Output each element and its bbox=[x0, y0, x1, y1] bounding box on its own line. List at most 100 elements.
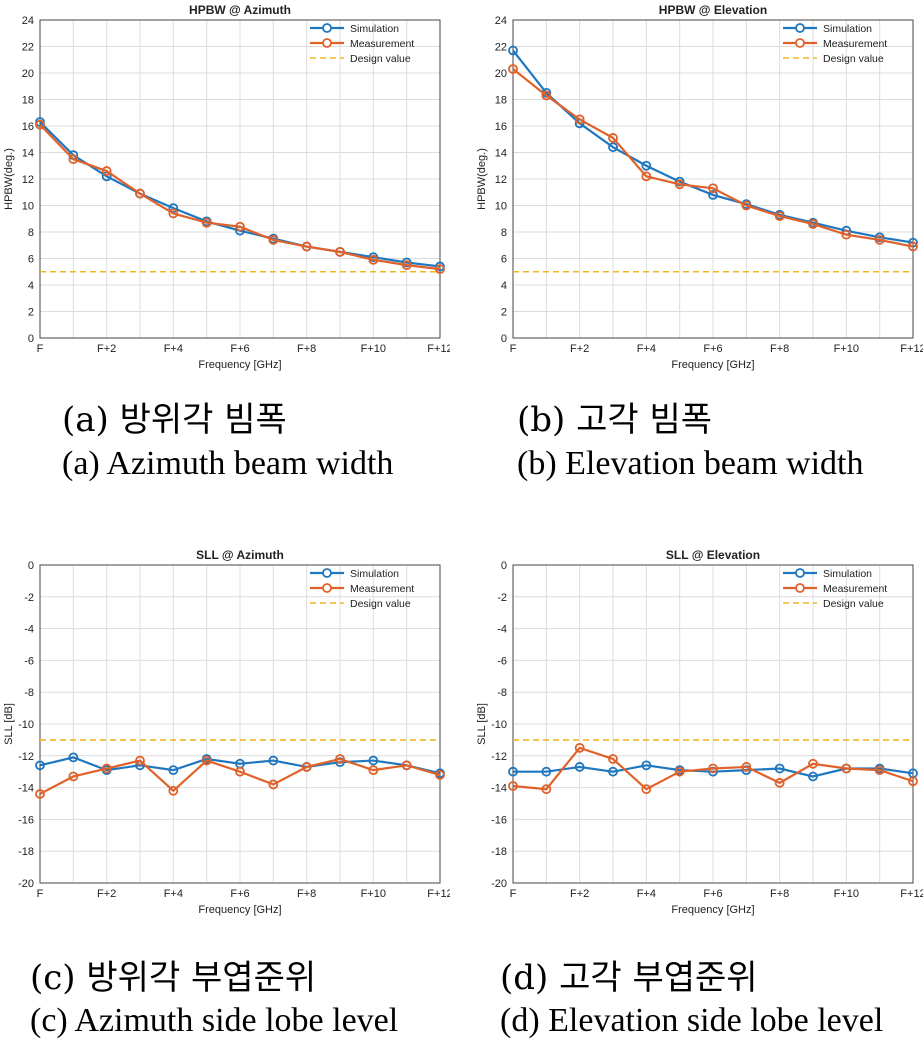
chart1-series-measurement-point bbox=[608, 133, 618, 143]
chart1-axes-frame bbox=[512, 19, 914, 339]
chart-hpbw-azimuth-panel: HPBW @ Azimuth 0 2 4 6 8 10 12 14 16 18 20 22 24 F F+2 F… bbox=[0, 0, 453, 380]
chart2-legend-measurement-label: Measurement bbox=[350, 583, 414, 595]
chart0-series-measurement-point bbox=[335, 246, 345, 257]
chart1-ytick-label: 2 bbox=[501, 307, 507, 319]
chart2-title: SLL @ Azimuth bbox=[196, 548, 284, 562]
chart3-xtick-label: F+12 bbox=[900, 888, 923, 900]
chart2-series-simulation-line bbox=[39, 756, 441, 775]
chart0-series-measurement-point bbox=[368, 254, 379, 265]
chart2-xtick-label: F+6 bbox=[230, 888, 249, 900]
chart1-legend-simulation-label: Simulation bbox=[823, 23, 872, 35]
chart2-legend-simulation-label: Simulation bbox=[350, 568, 399, 580]
chart0-xlabel: Frequency [GHz] bbox=[198, 359, 281, 371]
chart3-series-measurement-point bbox=[874, 765, 885, 776]
chart0-ytick-label: 8 bbox=[28, 227, 34, 239]
chart0-ytick-label: 2 bbox=[28, 307, 34, 319]
chart-sll-elevation-panel: SLL @ Elevation -20 -18 -16 -14 -12 -10 -8 -6 -4-… bbox=[473, 545, 923, 925]
chart0-xtick-label: F bbox=[37, 343, 44, 355]
chart3-series-simulation-point bbox=[608, 766, 618, 777]
chart3-series-simulation-point bbox=[641, 760, 652, 771]
chart3-series-measurement-point bbox=[808, 758, 818, 769]
chart1-legend-simulation-marker bbox=[795, 23, 805, 33]
chart3-series-measurement-point bbox=[741, 762, 752, 772]
chart0-series-simulation-point bbox=[168, 203, 179, 214]
chart1-series-measurement-point bbox=[508, 64, 518, 74]
chart2-ytick-label: -4 bbox=[24, 624, 34, 636]
chart0-series-measurement-point bbox=[435, 264, 445, 275]
chart1-xtick-label: F+6 bbox=[703, 343, 722, 355]
chart1-series-measurement-point bbox=[874, 235, 885, 245]
chart3-xtick-label: F+8 bbox=[770, 888, 789, 900]
chart0-series-measurement-point bbox=[168, 208, 179, 219]
chart1-series-measurement-point bbox=[541, 90, 552, 101]
chart3-series-measurement-point bbox=[508, 781, 518, 791]
chart3-series-measurement-point bbox=[674, 766, 685, 777]
chart2-series-simulation-point bbox=[168, 765, 179, 776]
chart0-series-measurement-point bbox=[268, 235, 279, 245]
chart1-series-measurement-point bbox=[708, 183, 718, 194]
chart2-legend-design-value-label: Design value bbox=[350, 598, 411, 610]
chart2-series-simulation-point bbox=[35, 760, 45, 771]
chart3-series-measurement-point bbox=[908, 776, 918, 787]
chart3-ylabel: SLL [dB] bbox=[476, 703, 488, 745]
chart3-ytick-label: 0 bbox=[501, 560, 507, 572]
chart2-xtick-label: F+2 bbox=[97, 888, 116, 900]
chart1-series-simulation-point bbox=[641, 160, 652, 171]
chart3-xtick-label: F+2 bbox=[570, 888, 589, 900]
chart3-ytick-label: -6 bbox=[497, 655, 507, 667]
chart2-series-measurement-line bbox=[39, 757, 441, 795]
chart3-legend-simulation-marker bbox=[795, 568, 805, 578]
chart2-xtick-label: F+8 bbox=[297, 888, 316, 900]
chart2-series-measurement-point bbox=[101, 763, 112, 774]
chart3-series-measurement-point bbox=[708, 763, 718, 774]
chart2-series-measurement-point bbox=[435, 769, 445, 780]
chart-hpbw-elevation-panel: HPBW @ Elevation 0 2 4 6 8 10 12 14 16 18 20 22 24 F F+… bbox=[473, 0, 923, 380]
chart3-series-simulation-point bbox=[541, 766, 552, 777]
chart2-series-measurement-point bbox=[335, 754, 345, 764]
chart2-series-measurement-point bbox=[368, 765, 379, 776]
chart3-ytick-label: -2 bbox=[497, 592, 507, 604]
chart3-legend-design-value-label: Design value bbox=[823, 598, 884, 610]
chart0-series-measurement-point bbox=[101, 166, 112, 176]
chart1-ytick-label: 8 bbox=[501, 227, 507, 239]
chart3-title: SLL @ Elevation bbox=[666, 548, 760, 562]
caption-b-english: (b) Elevation beam width bbox=[517, 445, 864, 482]
chart0-xtick-label: F+8 bbox=[297, 343, 316, 355]
chart1-xtick-label: F+2 bbox=[570, 343, 589, 355]
chart3-series-measurement-line bbox=[512, 746, 914, 791]
chart0-legend-measurement-label: Measurement bbox=[350, 38, 414, 50]
chart1-ytick-label: 12 bbox=[495, 174, 507, 186]
chart3-ytick-label: -12 bbox=[491, 751, 507, 763]
chart3-ytick-label: -16 bbox=[491, 814, 507, 826]
chart1-ytick-label: 24 bbox=[495, 15, 507, 27]
chart2-xlabel: Frequency [GHz] bbox=[198, 904, 281, 916]
chart1-xtick-label: F+10 bbox=[834, 343, 859, 355]
chart1-ytick-label: 22 bbox=[495, 42, 507, 54]
chart2-ytick-label: -10 bbox=[18, 719, 34, 731]
caption-a-korean: (a) 방위각 빔폭 bbox=[62, 400, 287, 440]
chart2-legend-simulation-marker bbox=[322, 568, 332, 578]
chart2-ytick-label: -18 bbox=[18, 846, 34, 858]
chart0-axes-frame bbox=[39, 19, 441, 339]
chart0-series-measurement-point bbox=[135, 188, 145, 199]
chart3-axes-frame bbox=[512, 564, 914, 884]
chart2-series-measurement-point bbox=[201, 755, 212, 766]
chart1-series-measurement-point bbox=[674, 179, 685, 190]
chart0-ytick-label: 24 bbox=[22, 15, 34, 27]
chart1-series-simulation-point bbox=[508, 45, 518, 56]
chart0-ylabel: HPBW(deg.) bbox=[3, 148, 15, 210]
chart1-ytick-label: 0 bbox=[501, 333, 507, 345]
chart3-ytick-label: -8 bbox=[497, 687, 507, 699]
chart3-ytick-label: -4 bbox=[497, 624, 507, 636]
chart2-ytick-label: -12 bbox=[18, 751, 34, 763]
chart2-ytick-label: -16 bbox=[18, 814, 34, 826]
chart2-ytick-label: -20 bbox=[18, 878, 34, 890]
chart3-xtick-label: F+10 bbox=[834, 888, 859, 900]
chart1-series-measurement-line bbox=[512, 68, 914, 248]
chart3-series-measurement-point bbox=[641, 784, 652, 795]
chart0-xtick-label: F+4 bbox=[164, 343, 183, 355]
chart1-ytick-label: 10 bbox=[495, 201, 507, 213]
chart2-ytick-label: -14 bbox=[18, 783, 34, 795]
